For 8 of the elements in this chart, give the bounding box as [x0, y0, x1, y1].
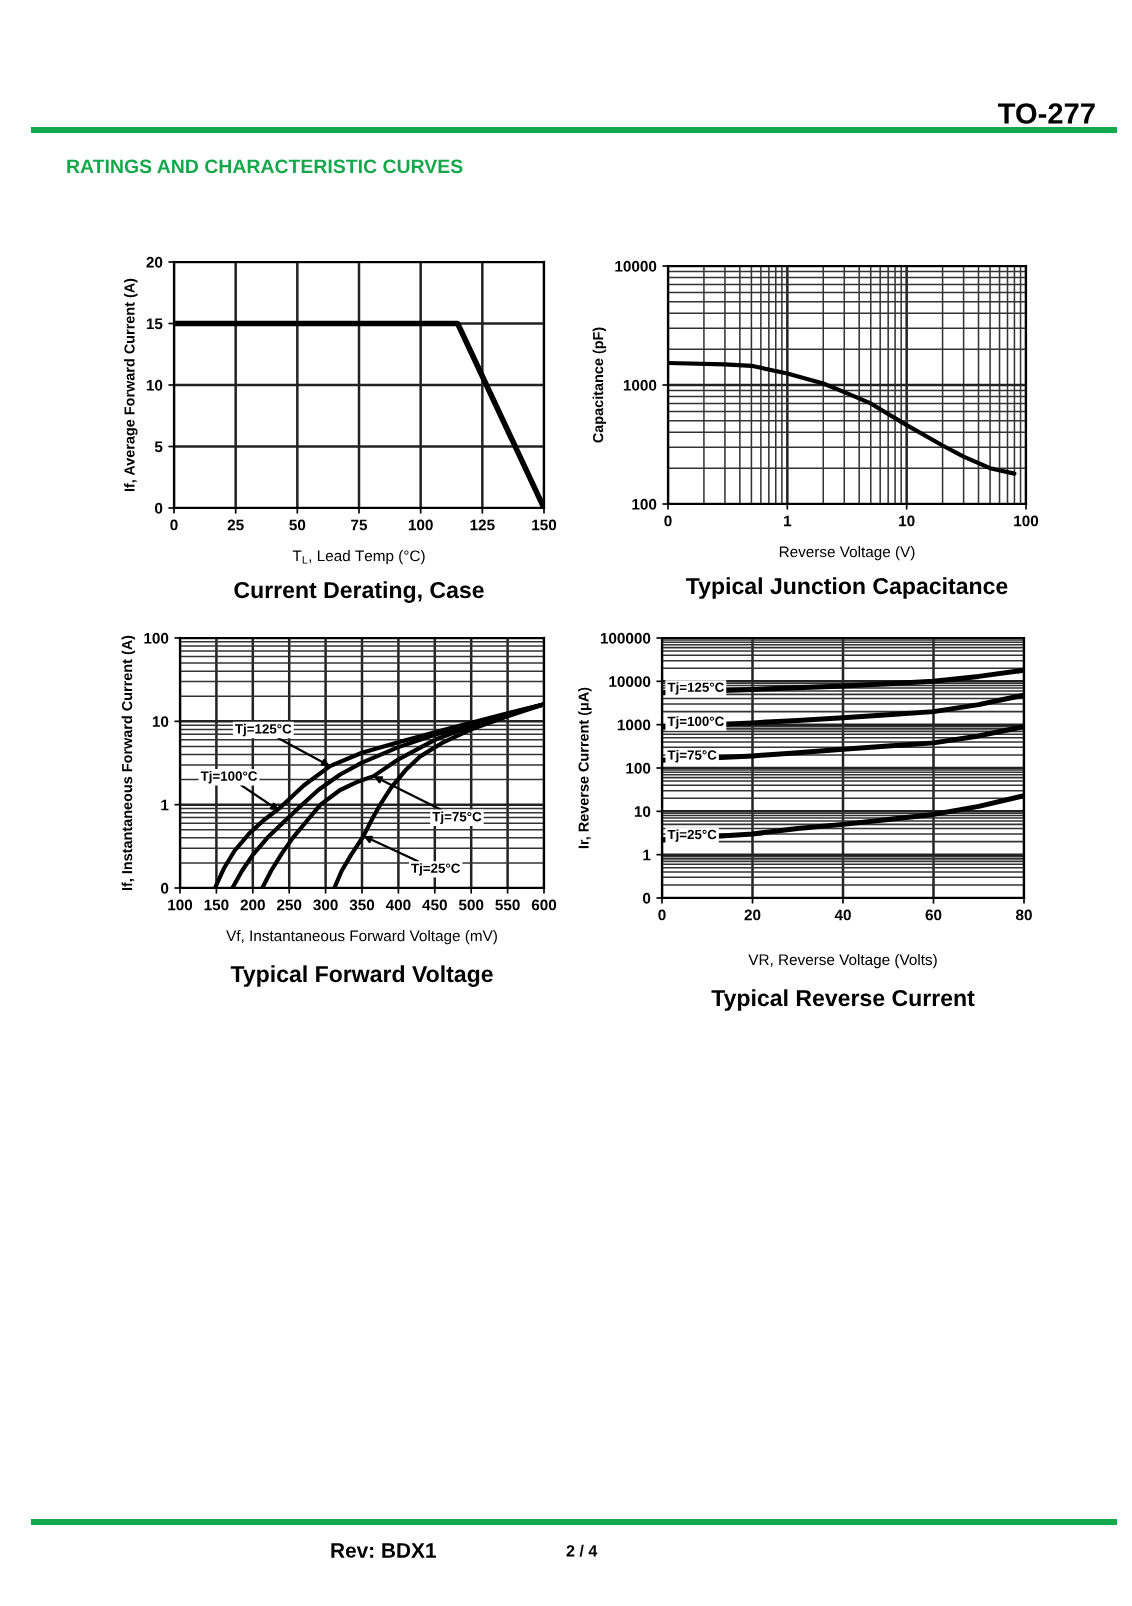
text: TO-277 — [997, 103, 1095, 124]
text: Typical Forward Voltage — [230, 965, 493, 987]
text: Current Derating, Case — [234, 581, 484, 603]
text: Rev: BDX1 — [331, 1543, 436, 1558]
text: 2 / 4 — [566, 1544, 598, 1557]
text: RATINGS AND CHARACTERISTIC CURVES — [67, 159, 463, 174]
text: Typical Junction Capacitance — [686, 577, 1008, 599]
text: Typical Reverse Current — [711, 989, 975, 1011]
